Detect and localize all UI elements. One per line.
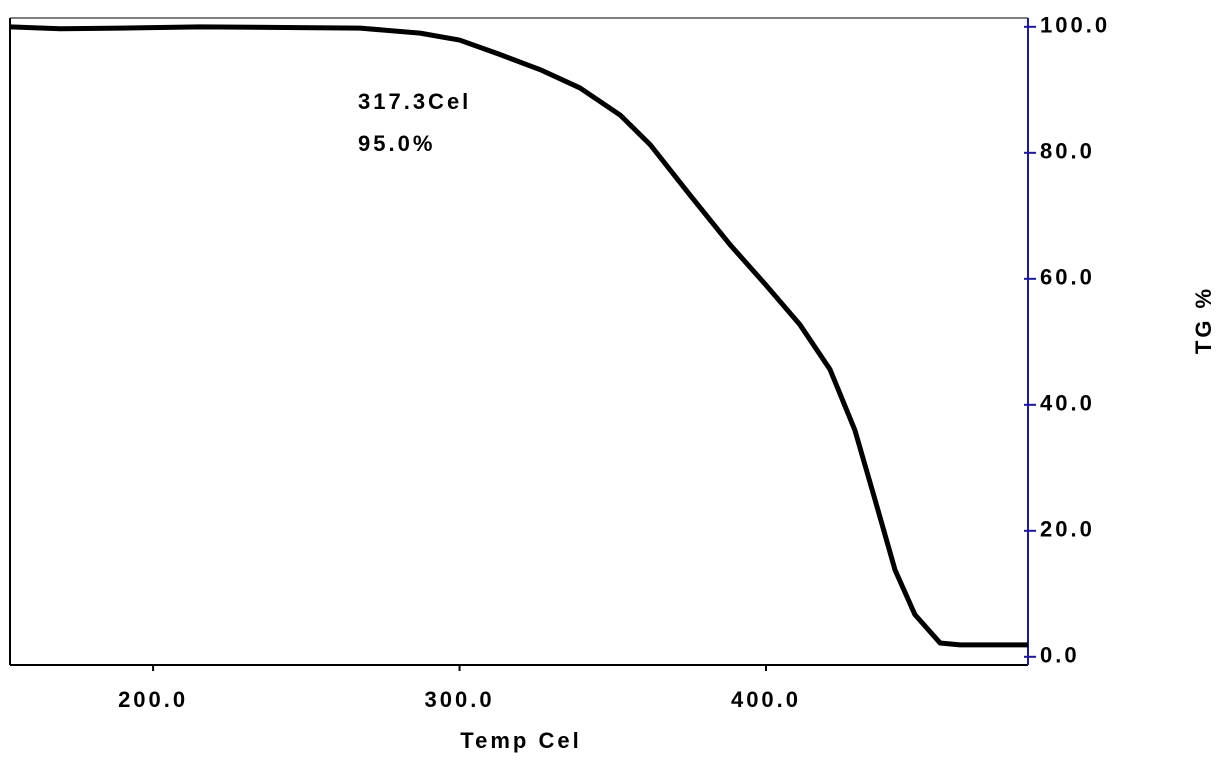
x-tick-label: 300.0	[425, 687, 495, 712]
x-tick-label: 200.0	[118, 687, 188, 712]
y-tick-label: 80.0	[1040, 139, 1095, 164]
y-tick-label: 40.0	[1040, 391, 1095, 416]
y-tick-label: 0.0	[1040, 643, 1080, 668]
annotation: 95.0%	[358, 131, 435, 156]
y-tick-label: 20.0	[1040, 517, 1095, 542]
y-tick-label: 100.0	[1040, 13, 1110, 38]
y-axis-label: TG %	[1191, 286, 1216, 354]
tg-curve	[9, 24, 1028, 648]
x-tick-label: 400.0	[731, 687, 801, 712]
annotation: 317.3Cel	[358, 89, 471, 114]
y-tick-label: 60.0	[1040, 265, 1095, 290]
x-axis-label: Temp Cel	[460, 728, 581, 753]
